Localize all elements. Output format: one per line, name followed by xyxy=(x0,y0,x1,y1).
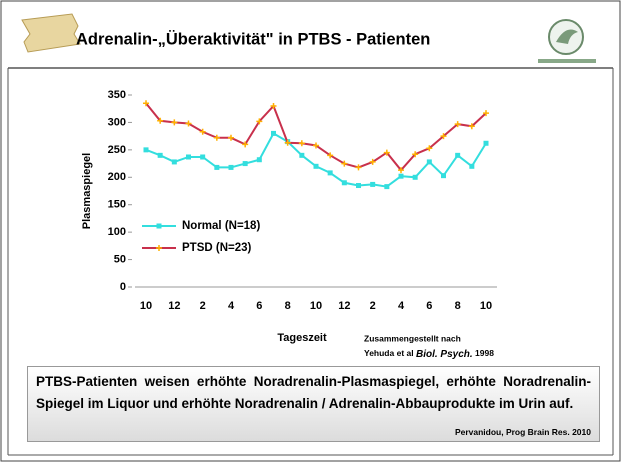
point xyxy=(313,142,319,149)
point xyxy=(157,152,163,158)
y-tick-label: 350 xyxy=(108,89,126,101)
source-line: Yehuda et al Biol. Psych. 1998 xyxy=(364,348,494,359)
y-tick-label: 200 xyxy=(108,171,126,183)
point xyxy=(242,141,249,148)
y-tick-label: 300 xyxy=(108,116,126,128)
point xyxy=(186,154,191,160)
caption-text: PTBS-Patienten weisen erhöhte Noradrenal… xyxy=(36,374,591,411)
point xyxy=(355,164,362,171)
point xyxy=(426,159,432,165)
x-tick-label: 2 xyxy=(370,300,376,312)
legend-label: Normal (N=18) xyxy=(182,220,260,232)
point xyxy=(214,164,220,170)
x-axis-label: Tageszeit xyxy=(277,332,327,344)
point xyxy=(341,160,348,167)
point xyxy=(185,120,192,127)
point xyxy=(369,158,376,165)
y-tick-label: 0 xyxy=(120,281,126,293)
point xyxy=(341,180,347,186)
point xyxy=(299,152,305,158)
x-tick-label: 4 xyxy=(398,300,405,312)
point xyxy=(256,118,263,125)
x-tick-label: 8 xyxy=(285,300,291,312)
point xyxy=(313,163,319,169)
point xyxy=(199,128,206,135)
point xyxy=(441,173,446,179)
point xyxy=(483,110,489,117)
point xyxy=(412,174,418,180)
legend-marker xyxy=(156,245,162,251)
series-line xyxy=(145,132,487,188)
x-tick-label: 10 xyxy=(140,300,152,312)
point xyxy=(228,164,234,170)
y-tick-label: 100 xyxy=(108,226,126,238)
x-tick-label: 8 xyxy=(455,300,461,312)
series-line xyxy=(145,102,487,172)
source-journal: Biol. Psych. xyxy=(416,349,473,360)
legend-label: PTSD (N=23) xyxy=(182,242,252,254)
x-tick-label: 10 xyxy=(480,300,492,312)
point xyxy=(228,134,234,141)
source-line: Zusammengestellt nach xyxy=(364,333,461,343)
point xyxy=(384,184,390,190)
y-axis-label: Plasmaspiegel xyxy=(81,153,93,229)
x-tick-label: 2 xyxy=(200,300,206,312)
x-tick-label: 4 xyxy=(228,300,235,312)
point xyxy=(356,183,361,189)
point xyxy=(271,130,276,136)
point xyxy=(284,139,291,146)
x-tick-label: 12 xyxy=(168,300,180,312)
source-year: 1998 xyxy=(473,348,495,358)
point xyxy=(327,152,334,159)
point xyxy=(469,163,475,169)
point xyxy=(468,123,475,130)
point xyxy=(398,167,404,174)
puzzle-icon xyxy=(21,13,81,53)
point xyxy=(454,121,461,128)
point xyxy=(455,152,461,158)
point xyxy=(483,140,489,146)
point xyxy=(370,181,376,187)
x-tick-label: 6 xyxy=(426,300,432,312)
slide-title: Adrenalin-„Überaktivität" in PTBS - Pati… xyxy=(76,29,430,48)
point xyxy=(200,154,206,160)
point xyxy=(157,117,164,124)
caption-reference: Pervanidou, Prog Brain Res. 2010 xyxy=(454,427,591,437)
point xyxy=(171,159,177,165)
point xyxy=(383,149,390,156)
point xyxy=(143,100,149,107)
point xyxy=(426,145,433,152)
x-tick-label: 6 xyxy=(256,300,262,312)
point xyxy=(256,157,262,163)
point xyxy=(327,170,333,176)
x-tick-label: 12 xyxy=(338,300,350,312)
point xyxy=(412,151,419,158)
point xyxy=(398,173,404,179)
y-tick-label: 250 xyxy=(108,144,126,156)
y-tick-label: 50 xyxy=(114,253,126,265)
x-tick-label: 10 xyxy=(310,300,322,312)
source-authors: Yehuda et al xyxy=(364,348,416,358)
point xyxy=(213,134,220,141)
point xyxy=(440,133,447,140)
caption-box: PTBS-Patienten weisen erhöhte Noradrenal… xyxy=(27,366,600,442)
point xyxy=(298,140,305,147)
y-tick-label: 150 xyxy=(108,199,126,211)
legend-marker xyxy=(156,223,162,229)
point xyxy=(143,147,149,153)
logo xyxy=(538,19,596,63)
point xyxy=(171,119,178,126)
point xyxy=(242,161,248,167)
point xyxy=(270,102,277,109)
